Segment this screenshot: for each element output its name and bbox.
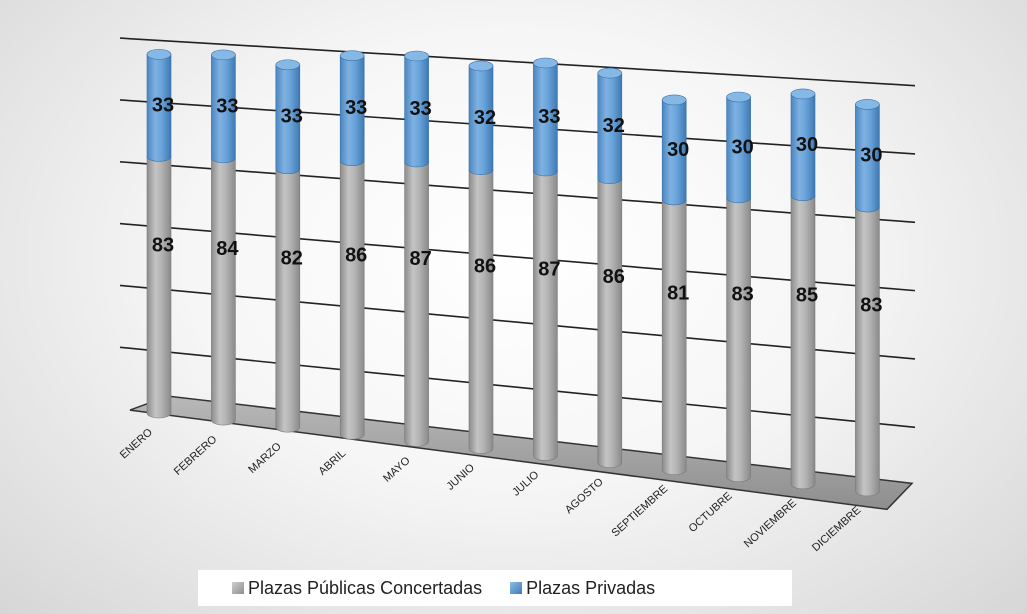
data-label-privadas: 33 [281,106,303,128]
bar-publicas [339,160,365,440]
x-tick-label: MARZO [246,440,284,476]
data-label-publicas: 85 [796,285,818,307]
bar-publicas [468,169,494,454]
x-tick-label: ENERO [118,426,155,461]
bar-publicas [146,156,172,419]
data-label-privadas: 33 [409,98,431,120]
bar-cap [726,91,751,103]
x-tick-label: DICIEMBRE [810,504,863,554]
data-label-publicas: 87 [538,259,560,281]
gridline [119,160,916,224]
data-label-publicas: 82 [281,248,303,270]
bar-privadas [275,64,301,175]
gridline [119,37,916,87]
gridline [119,346,916,429]
legend-label-publicas: Plazas Públicas Concertadas [248,577,483,598]
data-label-publicas: 83 [152,235,174,257]
data-label-publicas: 87 [409,248,431,270]
data-label-publicas: 83 [731,284,753,306]
bar-cap [146,49,172,60]
bar-privadas [533,62,558,177]
bar-cap [533,57,558,69]
data-label-privadas: 33 [538,106,560,128]
legend-label-privadas: Plazas Privadas [526,577,656,598]
bar-privadas [661,99,687,206]
x-tick-label: NOVIEMBRE [742,497,799,550]
x-tick-label: JUNIO [444,461,477,492]
data-label-privadas: 30 [667,139,689,161]
x-tick-label: OCTUBRE [687,490,735,535]
bar-publicas [533,170,558,461]
gridline [119,284,916,360]
gridlines [119,37,916,429]
bar-privadas [339,55,365,166]
data-label-privadas: 32 [603,115,625,137]
bar-cap [275,59,301,71]
bar-privadas [404,55,429,168]
bar-cap [404,50,429,62]
gridline [119,99,916,155]
bar-cap [855,99,880,110]
bar-privadas [855,104,880,213]
data-label-publicas: 83 [860,295,882,317]
data-label-publicas: 84 [216,238,239,260]
bar-cap [468,60,494,72]
x-tick-label: ABRIL [317,448,349,478]
bar-privadas [468,65,494,175]
x-tick-label: AGOSTO [563,476,606,517]
data-labels: 83 33 84 33 82 33 86 33 87 33 86 32 87 33 86 32 81 30 83 30… [152,94,883,316]
legend-swatch-privadas [510,582,523,594]
data-label-privadas: 33 [152,94,174,116]
x-tick-label: JULIO [510,469,542,499]
bar-publicas [790,195,816,490]
data-label-privadas: 32 [474,107,496,129]
x-tick-label: FEBRERO [172,433,220,478]
data-label-privadas: 30 [860,145,882,167]
data-label-publicas: 86 [603,266,625,288]
x-tick-label: MAYO [381,454,413,484]
legend-item-privadas: Plazas Privadas [510,578,655,599]
bar-privadas [146,54,172,162]
bar-publicas [726,197,751,483]
bar-cap [211,49,236,61]
bar-privadas [790,93,816,201]
x-tick-label: SEPTIEMBRE [609,483,670,539]
data-label-publicas: 81 [667,283,689,305]
data-label-privadas: 30 [796,134,818,156]
gridline [119,222,916,292]
bar-publicas [211,157,236,426]
bar-cap [597,67,623,79]
bars [146,49,880,497]
bar-publicas [661,199,687,476]
data-label-privadas: 33 [216,95,238,117]
bar-publicas [404,161,429,447]
data-label-privadas: 33 [345,97,367,119]
bar-cap [339,50,365,61]
bar-publicas [855,206,880,497]
data-label-publicas: 86 [474,255,496,277]
legend-swatch-publicas [232,582,244,594]
bar-cap [790,88,816,100]
bar-cap [661,94,687,106]
legend: Plazas Públicas Concertadas Plazas Priva… [198,570,792,606]
data-label-privadas: 30 [731,136,753,158]
data-label-publicas: 86 [345,245,367,267]
bar-publicas [275,168,301,433]
bar-privadas [211,54,236,164]
bar-privadas [597,72,623,185]
bar-privadas [726,96,751,204]
legend-item-publicas: Plazas Públicas Concertadas [232,578,482,599]
bar-publicas [597,178,623,468]
